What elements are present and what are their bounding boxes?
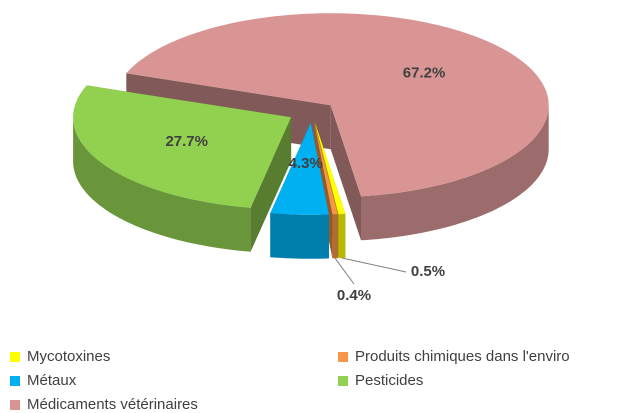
slice-outer-side [361,105,549,241]
slice-outer-side [338,213,346,259]
legend-label: Mycotoxines [27,348,110,365]
legend-label: Pesticides [355,372,423,389]
slice-outer-side [73,115,251,252]
slice-top [315,122,346,215]
legend-swatch [10,376,20,386]
legend-label: Produits chimiques dans l'enviro [355,348,570,365]
data-label: 67.2% [403,64,446,81]
slice-outer-side [270,213,329,259]
legend-swatch [10,400,20,410]
data-label: 0.4% [337,287,371,304]
slice-top [126,13,549,197]
slice-side [330,105,361,241]
slice [270,122,329,259]
legend-swatch [10,352,20,362]
legend-label: Métaux [27,372,77,389]
legend-swatch [338,352,348,362]
data-label: 27.7% [165,133,208,150]
data-label: 0.5% [411,263,445,280]
slice-top [270,122,329,215]
slice-top [314,122,338,215]
data-label: 4.3% [289,155,323,172]
slice-top [73,85,292,208]
legend-swatch [338,376,348,386]
slice-outer-side [332,214,338,259]
leader-line [334,258,355,285]
slice [73,85,292,252]
legend-label: Médicaments vétérinaires [27,396,198,413]
leader-line [341,257,407,273]
